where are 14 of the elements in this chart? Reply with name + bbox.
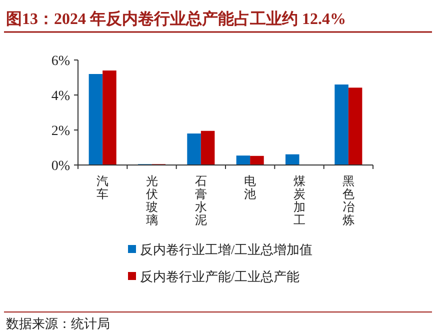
y-tick-label: 4% [51, 89, 70, 104]
x-tick-label: 光伏玻璃 [146, 174, 158, 227]
legend-label: 反内卷行业工增/工业总增加值 [140, 242, 313, 257]
x-tick-label: 黑色冶炼 [342, 174, 354, 227]
x-tick-label: 煤炭加工 [293, 174, 306, 227]
source-note: 数据来源：统计局 [6, 316, 110, 331]
chart-title: 图13：2024 年反内卷行业总产能占工业约 12.4% [6, 10, 346, 28]
x-tick-label: 汽车 [96, 174, 109, 201]
x-tick-label: 石膏水泥 [194, 174, 207, 227]
x-tick-label: 电池 [244, 174, 256, 201]
y-tick-label: 6% [51, 54, 70, 69]
legend-label: 反内卷行业产能/工业总产能 [140, 269, 300, 284]
y-tick-label: 2% [51, 124, 70, 139]
y-tick-label: 0% [51, 159, 70, 174]
